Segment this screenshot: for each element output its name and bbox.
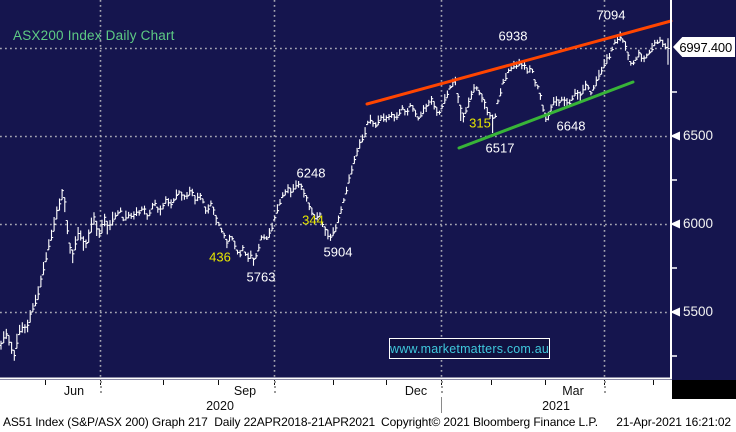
price-label-6938: 6938 bbox=[498, 28, 528, 44]
price-label-5763: 5763 bbox=[246, 269, 276, 285]
price-label-7094: 7094 bbox=[596, 7, 626, 23]
x-axis-tick bbox=[545, 380, 546, 385]
footer-timestamp: 21-Apr-2021 16:21:02 bbox=[616, 415, 731, 429]
x-axis-label-dec: Dec bbox=[404, 384, 428, 398]
x-axis-label-2021: 2021 bbox=[542, 399, 570, 413]
range-label-344: 344 bbox=[302, 212, 324, 228]
x-axis-tick bbox=[333, 380, 334, 385]
range-label-315: 315 bbox=[469, 115, 491, 131]
x-axis-label-2020: 2020 bbox=[206, 399, 234, 413]
gridline-stub bbox=[604, 381, 606, 395]
x-axis-label-sep: Sep bbox=[233, 384, 257, 398]
y-axis-label-6500: 6500 bbox=[683, 128, 714, 143]
price-label-6648: 6648 bbox=[556, 118, 586, 134]
x-axis-tick bbox=[491, 380, 492, 385]
gridline-stub bbox=[100, 381, 102, 395]
x-axis-tick bbox=[218, 380, 219, 385]
price-chart bbox=[0, 0, 680, 380]
gridline-stub bbox=[274, 381, 276, 395]
x-axis-label-mar: Mar bbox=[562, 384, 584, 398]
gridline-stub bbox=[441, 381, 443, 395]
x-axis-tick bbox=[163, 380, 164, 385]
last-price-badge: 6997.400 bbox=[673, 37, 735, 57]
chart-title: ASX200 Index Daily Chart bbox=[13, 28, 175, 43]
watermark-link[interactable]: www.marketmatters.com.au bbox=[389, 338, 550, 359]
footer-copyright: Copyright© 2021 Bloomberg Finance L.P. bbox=[381, 415, 598, 429]
x-axis-strip bbox=[0, 380, 736, 432]
x-axis-tick bbox=[653, 380, 654, 385]
footer-instrument-info: AS51 Index (S&P/ASX 200) Graph 217 Daily… bbox=[3, 415, 376, 429]
x-axis-label-jun: Jun bbox=[63, 384, 85, 398]
x-axis-tick bbox=[45, 380, 46, 385]
x-axis-tick bbox=[386, 380, 387, 385]
price-label-6248: 6248 bbox=[296, 165, 326, 181]
axis-corner-patch bbox=[672, 380, 736, 399]
price-label-5904: 5904 bbox=[323, 244, 353, 260]
y-axis-label-6000: 6000 bbox=[683, 216, 714, 231]
y-axis-label-5500: 5500 bbox=[683, 304, 714, 319]
range-label-436: 436 bbox=[209, 249, 231, 265]
year-divider-line bbox=[441, 397, 442, 413]
price-label-6517: 6517 bbox=[485, 140, 515, 156]
